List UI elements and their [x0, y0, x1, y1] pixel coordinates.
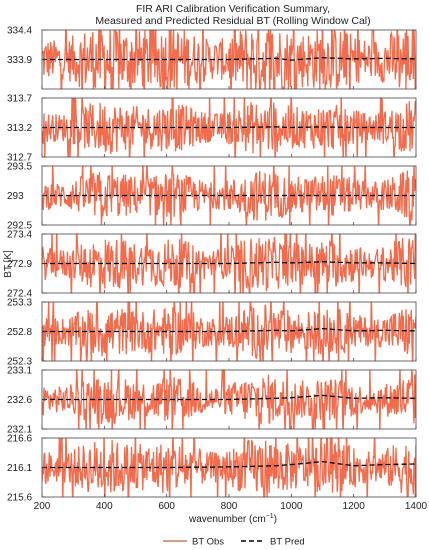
y-tick-label: 232.1 [7, 425, 32, 436]
x-tick-label: 600 [158, 501, 175, 512]
bt-obs-series [42, 370, 416, 429]
y-tick-label: 232.6 [7, 395, 32, 406]
x-axis-label-main: wavenumber (cm [188, 514, 266, 525]
bt-obs-series [42, 234, 416, 293]
bt-obs-series [42, 166, 416, 225]
x-axis-label-sup: −1 [266, 513, 274, 520]
y-axis-label: BT [K] [3, 250, 14, 278]
panel-3: 293.5 293 292.5 [7, 162, 417, 232]
panels: 334.4333.9313.7313.2312.7293.5293292.527… [7, 26, 417, 504]
y-tick-label: 252.3 [7, 357, 32, 368]
y-tick-label: 334.4 [7, 26, 32, 37]
chart-subtitle: Measured and Predicted Residual BT (Roll… [95, 15, 370, 27]
y-tick-label: 216.6 [7, 434, 32, 445]
panel-6: 233.1 232.6 232.1 [7, 366, 417, 436]
y-tick-label: 273.4 [7, 230, 32, 241]
y-tick-label: 293.5 [7, 162, 32, 173]
y-tick-label: 216.1 [7, 463, 32, 474]
bt-pred-series [42, 460, 416, 469]
y-tick-label: 313.7 [7, 94, 32, 105]
panel-4: 273.4 272.9 272.4 [7, 230, 417, 300]
bt-pred-series [42, 126, 416, 129]
chart-title: FIR ARI Calibration Verification Summary… [136, 3, 330, 15]
y-tick-label: 312.7 [7, 153, 32, 164]
legend: BT Obs BT Pred [163, 537, 305, 548]
panel-5: 253.3 252.8 252.3 [7, 298, 417, 368]
x-tick-label: 200 [34, 501, 51, 512]
bt-obs-series [42, 438, 416, 497]
y-tick-label: 215.6 [7, 493, 32, 504]
y-tick-label: 272.9 [7, 259, 32, 270]
bt-obs-series [42, 30, 416, 89]
x-tick-label: 1400 [405, 501, 428, 512]
legend-label-bt-obs: BT Obs [192, 537, 224, 548]
bt-obs-series [42, 98, 416, 157]
y-tick-label: 313.2 [7, 123, 32, 134]
x-axis-label: wavenumber (cm−1) [188, 513, 277, 525]
bt-pred-series [42, 57, 416, 61]
y-tick-label: 292.5 [7, 221, 32, 232]
x-axis-label-close: ) [274, 514, 277, 525]
bt-obs-series [42, 302, 416, 361]
x-tick-label: 1000 [280, 501, 303, 512]
x-tick-label: 800 [221, 501, 238, 512]
panel-1: 334.4 333.9 [7, 26, 417, 90]
legend-label-bt-pred: BT Pred [270, 537, 305, 548]
y-tick-label: 252.8 [7, 327, 32, 338]
y-tick-label: 272.4 [7, 289, 32, 300]
y-tick-label: 253.3 [7, 298, 32, 309]
y-tick-label: 293 [7, 191, 24, 202]
bt-pred-series [42, 394, 416, 401]
bt-pred-series [42, 327, 416, 333]
panel-7: 216.6 216.1 215.6 [7, 434, 417, 504]
x-tick-label: 400 [96, 501, 113, 512]
y-tick-label: 233.1 [7, 366, 32, 377]
x-ticks: 200 400 600 800 1000 1200 1400 [34, 501, 428, 512]
panel-2: 313.7 313.2 312.7 [7, 94, 417, 164]
x-tick-label: 1200 [343, 501, 366, 512]
y-tick-label: 333.9 [7, 55, 32, 66]
bt-pred-series [42, 261, 417, 265]
